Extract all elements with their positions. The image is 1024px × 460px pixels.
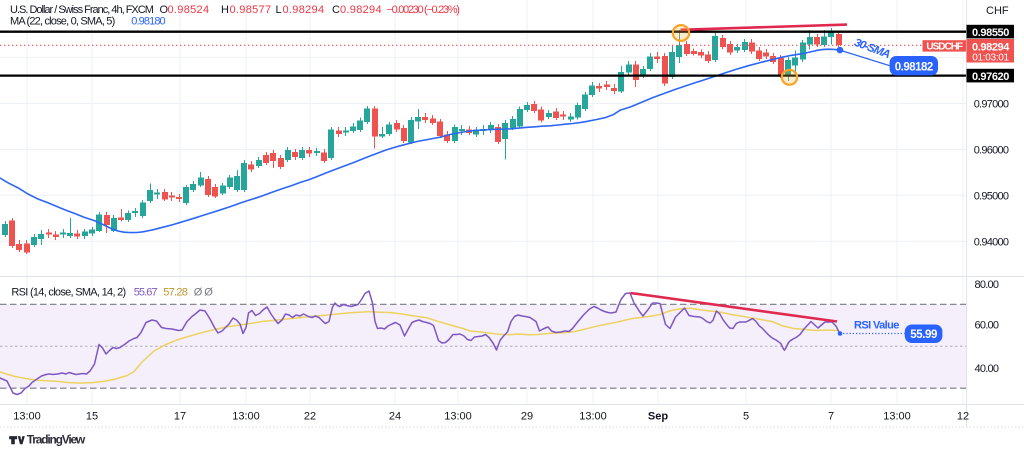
svg-text:RSI (14, close, SMA, 14, 2)55.: RSI (14, close, SMA, 14, 2) 55.67 57.28 Ø Ø bbox=[11, 287, 213, 299]
svg-text:TradingView: TradingView bbox=[27, 433, 86, 447]
svg-text:24: 24 bbox=[389, 411, 401, 423]
svg-text:0.96000: 0.96000 bbox=[974, 145, 1009, 157]
svg-text:MA (22, close, 0, SMA, 5)0.981: MA (22, close, 0, SMA, 5) 0.98180 bbox=[10, 16, 166, 28]
svg-text:40.00: 40.00 bbox=[975, 363, 999, 375]
svg-text:Sep: Sep bbox=[648, 411, 668, 423]
svg-text:13:00: 13:00 bbox=[579, 411, 607, 423]
svg-text:55.99: 55.99 bbox=[910, 329, 937, 341]
svg-text:0.98182: 0.98182 bbox=[895, 61, 933, 73]
svg-text:U.S. Dollar / Swiss Franc, 4h,: U.S. Dollar / Swiss Franc, 4h, FXCM O0.98… bbox=[10, 4, 459, 16]
svg-text:0.97000: 0.97000 bbox=[974, 99, 1009, 111]
svg-text:29: 29 bbox=[521, 411, 533, 423]
svg-text:12: 12 bbox=[957, 411, 969, 423]
svg-text:60.00: 60.00 bbox=[975, 320, 999, 332]
svg-text:7: 7 bbox=[828, 411, 834, 423]
svg-text:01:03:01: 01:03:01 bbox=[972, 53, 1009, 64]
svg-text:22: 22 bbox=[304, 411, 316, 423]
svg-text:5: 5 bbox=[743, 411, 749, 423]
svg-text:0.98550: 0.98550 bbox=[972, 27, 1009, 39]
svg-text:13:00: 13:00 bbox=[883, 411, 911, 423]
svg-text:0.94000: 0.94000 bbox=[974, 236, 1009, 248]
svg-text:80.00: 80.00 bbox=[975, 279, 999, 291]
svg-text:0.98294: 0.98294 bbox=[972, 42, 1010, 54]
svg-text:0.97620: 0.97620 bbox=[972, 71, 1009, 83]
svg-text:15: 15 bbox=[86, 411, 98, 423]
svg-text:13:00: 13:00 bbox=[232, 411, 260, 423]
svg-text:USDCHF: USDCHF bbox=[926, 41, 963, 52]
svg-text:13:00: 13:00 bbox=[444, 411, 472, 423]
svg-text:13:00: 13:00 bbox=[13, 411, 41, 423]
svg-text:17: 17 bbox=[174, 411, 186, 423]
svg-text:RSI Value: RSI Value bbox=[854, 320, 899, 332]
svg-text:0.95000: 0.95000 bbox=[974, 191, 1009, 203]
svg-text:CHF: CHF bbox=[986, 5, 1009, 17]
